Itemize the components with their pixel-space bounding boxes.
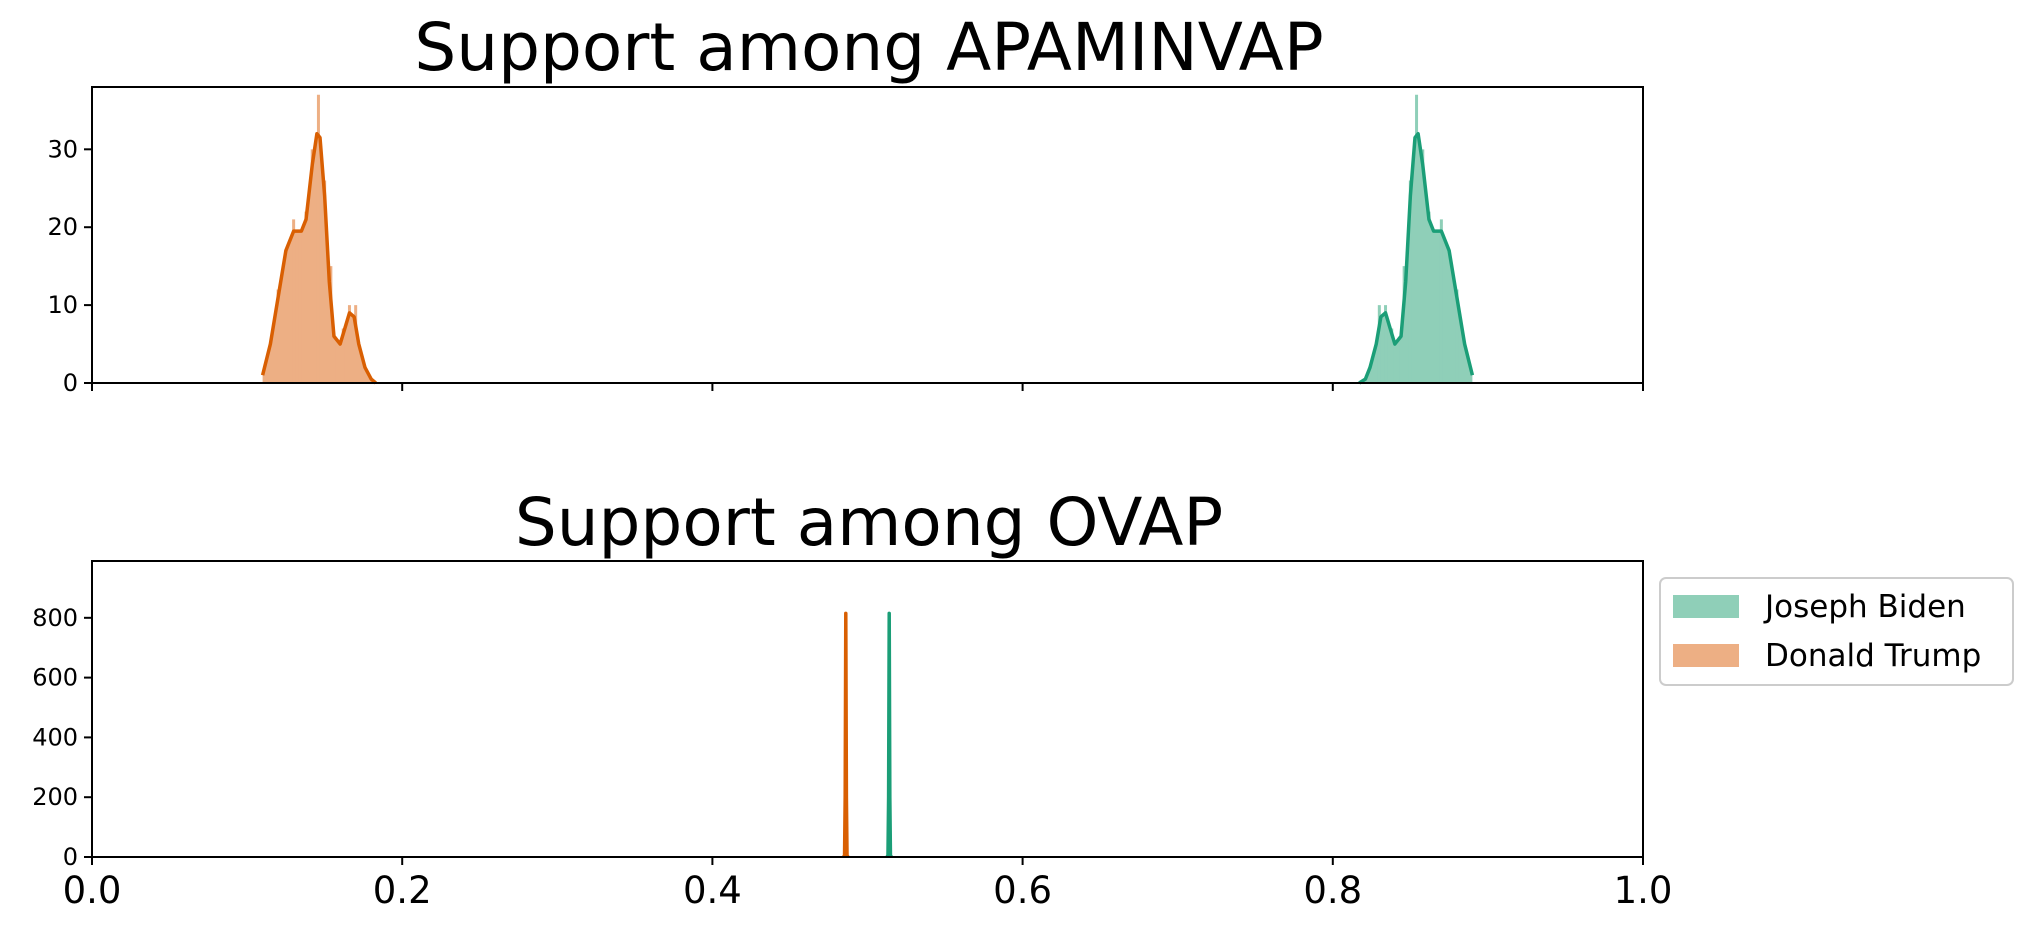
x-tick-label: 0.2 bbox=[373, 869, 432, 912]
plot-area-apaminvap bbox=[260, 94, 1475, 385]
kde-line-trump bbox=[260, 131, 377, 385]
y-tick-label: 20 bbox=[47, 213, 78, 241]
y-tick-label: 200 bbox=[32, 783, 78, 811]
y-tick-label: 0 bbox=[63, 843, 78, 871]
panel-title-ovap: Support among OVAP bbox=[515, 484, 1223, 561]
legend-swatch-biden bbox=[1673, 595, 1739, 618]
y-tick-label: 800 bbox=[32, 604, 78, 632]
kde-line-trump bbox=[842, 611, 850, 859]
y-tick-label: 10 bbox=[47, 291, 78, 319]
legend-swatch-trump bbox=[1673, 644, 1739, 667]
legend-label-trump: Donald Trump bbox=[1765, 638, 1981, 674]
x-tick-label: 1.0 bbox=[1614, 869, 1673, 912]
kde-line-biden bbox=[1358, 131, 1475, 385]
panel-apaminvap: Support among APAMINVAP 0 10 20 30 bbox=[47, 9, 1644, 397]
x-tick-label: 0.6 bbox=[993, 869, 1052, 912]
y-tick-label: 30 bbox=[47, 135, 78, 163]
kde-line-biden bbox=[885, 611, 893, 859]
axes-frame-apaminvap bbox=[91, 86, 1644, 384]
legend-label-biden: Joseph Biden bbox=[1763, 589, 1966, 625]
legend: Joseph Biden Donald Trump bbox=[1659, 577, 2014, 686]
x-tick-label: 0.0 bbox=[63, 869, 122, 912]
plot-area-ovap bbox=[842, 611, 893, 859]
y-axis-ovap: 0 200 400 600 800 bbox=[32, 604, 92, 871]
panel-title-apaminvap: Support among APAMINVAP bbox=[414, 9, 1323, 86]
y-tick-label: 0 bbox=[63, 369, 78, 397]
x-tick-label: 0.4 bbox=[683, 869, 742, 912]
y-tick-label: 400 bbox=[32, 723, 78, 751]
x-tick-label: 0.8 bbox=[1303, 869, 1362, 912]
legend-box bbox=[1659, 577, 2014, 686]
y-axis-apaminvap: 0 10 20 30 bbox=[47, 135, 92, 397]
x-axis-ovap: 0.0 0.2 0.4 0.6 0.8 1.0 bbox=[63, 857, 1673, 912]
x-axis-apaminvap bbox=[91, 383, 1644, 391]
y-tick-label: 600 bbox=[32, 664, 78, 692]
axes-frame-ovap bbox=[91, 560, 1644, 858]
